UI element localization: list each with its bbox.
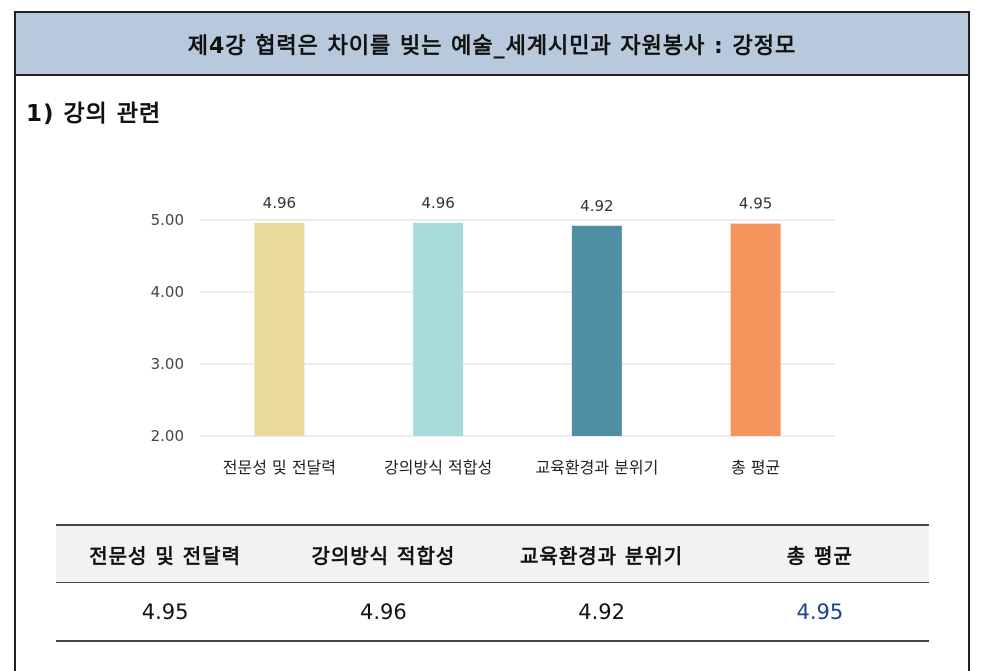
- bar: [730, 223, 781, 436]
- y-tick-label: 3.00: [151, 355, 184, 373]
- table-value-method: 4.96: [274, 582, 493, 642]
- summary-table: 전문성 및 전달력 강의방식 적합성 교육환경과 분위기 총 평균 4.95 4…: [56, 524, 929, 642]
- bar: [254, 222, 305, 436]
- data-label: 4.96: [263, 194, 296, 212]
- table-header-expertise: 전문성 및 전달력: [56, 524, 275, 583]
- report-frame: 제4강 협력은 차이를 빚는 예술_세계시민과 자원봉사 : 강정모: [14, 11, 970, 671]
- table-header-average: 총 평균: [710, 524, 929, 583]
- y-tick-label: 2.00: [151, 427, 184, 445]
- table-value-expertise: 4.95: [56, 582, 275, 642]
- page-title: 제4강 협력은 차이를 빚는 예술_세계시민과 자원봉사 : 강정모: [16, 13, 968, 76]
- data-label: 4.96: [421, 194, 454, 212]
- bar-chart: 2.00 3.00 4.00 5.00 4.96 전문성 및 전달력 4.96 강의방식 적합…: [151, 194, 835, 477]
- category-label: 강의방식 적합성: [384, 458, 492, 477]
- bar: [571, 225, 622, 436]
- category-label: 교육환경과 분위기: [535, 458, 658, 477]
- category-label: 총 평균: [731, 458, 780, 477]
- y-tick-label: 5.00: [151, 211, 184, 229]
- table-header-row: 전문성 및 전달력 강의방식 적합성 교육환경과 분위기 총 평균: [56, 524, 929, 583]
- section-heading: 1) 강의 관련: [26, 101, 162, 127]
- data-label: 4.95: [739, 195, 772, 213]
- table-header-environment: 교육환경과 분위기: [492, 524, 711, 583]
- y-tick-label: 4.00: [151, 283, 184, 301]
- bar: [413, 222, 464, 436]
- table-value-environment: 4.92: [492, 582, 711, 642]
- table-header-method: 강의방식 적합성: [274, 524, 493, 583]
- category-label: 전문성 및 전달력: [223, 458, 336, 477]
- data-label: 4.92: [580, 197, 613, 215]
- table-row: 4.95 4.96 4.92 4.95: [56, 582, 929, 642]
- table-value-average: 4.95: [710, 582, 929, 642]
